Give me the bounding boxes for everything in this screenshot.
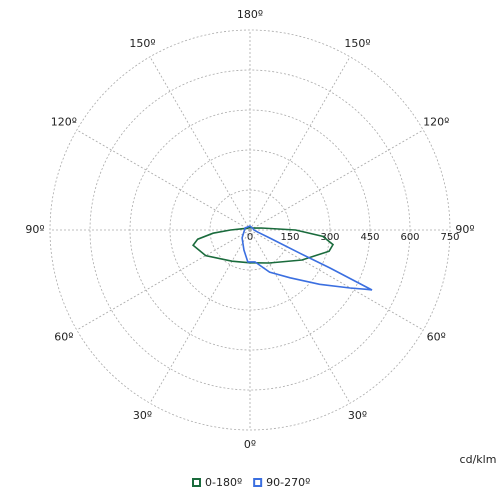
grid-spoke [249, 129, 424, 231]
grid-spoke [149, 56, 251, 231]
grid-spoke [149, 229, 251, 404]
grid-spoke [249, 56, 351, 231]
angle-tick-label: 120º [51, 116, 77, 129]
series-curve [191, 226, 335, 264]
r-tick-label: 300 [320, 232, 339, 243]
grid-spoke [76, 129, 251, 231]
r-tick-label: 150 [280, 232, 299, 243]
grid-spoke [249, 229, 424, 331]
angle-tick-label: 150º [344, 37, 370, 50]
angle-tick-label: 90º [25, 223, 44, 236]
r-tick-label: 750 [440, 232, 459, 243]
series-curve [241, 225, 373, 291]
legend-swatch [192, 478, 201, 487]
angle-tick-label: 30º [133, 409, 152, 422]
angle-tick-label: 120º [423, 116, 449, 129]
legend-label: 0-180º [205, 476, 242, 489]
grid-spoke [249, 229, 351, 404]
angle-tick-label: 30º [348, 409, 367, 422]
angle-tick-label: 60º [427, 331, 446, 344]
angle-tick-label: 60º [54, 331, 73, 344]
grid-circle [49, 29, 451, 431]
unit-label: cd/klm [460, 453, 497, 466]
r-tick-label: 600 [400, 232, 419, 243]
r-tick-label: 0 [247, 232, 253, 243]
angle-tick-label: 150º [129, 37, 155, 50]
angle-tick-label: 180º [237, 8, 263, 21]
legend-swatch [253, 478, 263, 487]
angle-tick-label: 0º [244, 438, 256, 451]
angle-tick-label: 90º [455, 223, 474, 236]
r-tick-label: 450 [360, 232, 379, 243]
grid-spoke [76, 229, 251, 331]
legend-label: 90-270º [266, 476, 310, 489]
